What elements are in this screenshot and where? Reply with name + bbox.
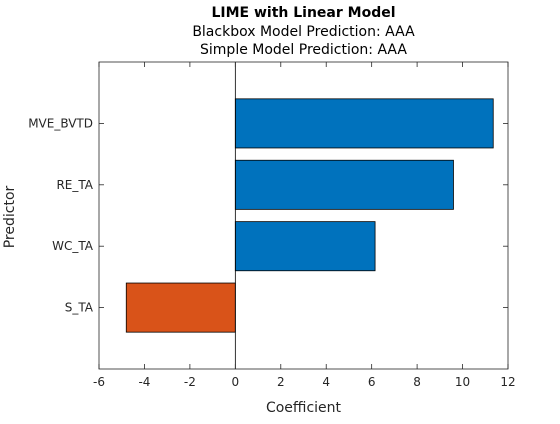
x-tick-label: 2 — [277, 375, 285, 389]
x-tick-label: -4 — [138, 375, 150, 389]
y-axis-tick-labels: MVE_BVTD RE_TA WC_TA S_TA — [28, 116, 94, 314]
chart-subtitle-line-2: Simple Model Prediction: AAA — [200, 42, 407, 58]
y-tick-label: RE_TA — [56, 178, 93, 192]
x-tick-label: -6 — [93, 375, 105, 389]
x-tick-label: 4 — [322, 375, 330, 389]
bar-mve-bvtd — [234, 98, 494, 149]
x-axis-ticks — [98, 62, 509, 369]
x-tick-label: 10 — [455, 375, 470, 389]
x-tick-label: 12 — [500, 375, 515, 389]
chart-subtitle-line-1: Blackbox Model Prediction: AAA — [192, 24, 415, 40]
y-axis-label: Predictor — [2, 185, 18, 248]
bar-s-ta — [125, 282, 236, 333]
chart-title: LIME with Linear Model — [211, 5, 395, 21]
y-tick-label: MVE_BVTD — [28, 116, 93, 130]
y-axis-ticks — [99, 123, 508, 309]
y-tick-label: WC_TA — [52, 239, 94, 253]
x-tick-label: 0 — [232, 375, 240, 389]
plot-frame — [98, 61, 509, 370]
x-axis-label: Coefficient — [266, 400, 342, 416]
bar-wc-ta — [234, 221, 376, 272]
x-tick-label: 6 — [368, 375, 376, 389]
y-tick-label: S_TA — [65, 301, 94, 315]
bars-layer — [125, 98, 494, 333]
x-tick-label: -2 — [184, 375, 196, 389]
x-tick-label: 8 — [413, 375, 421, 389]
x-axis-tick-labels: -6 -4 -2 0 2 4 6 8 10 12 — [93, 375, 516, 389]
bar-re-ta — [234, 159, 454, 210]
